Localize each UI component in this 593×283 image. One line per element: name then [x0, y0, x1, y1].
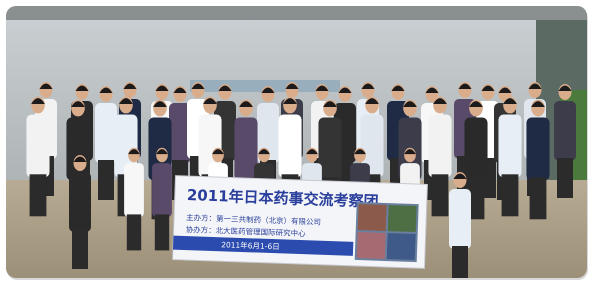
collage-photo	[387, 233, 416, 260]
roof-edge	[6, 6, 587, 20]
person-body	[69, 172, 91, 232]
person-body	[278, 114, 301, 177]
person-legs	[127, 214, 141, 250]
person-body	[464, 117, 487, 180]
collage-photo	[357, 232, 386, 259]
person-body	[234, 117, 257, 180]
person-legs	[452, 246, 468, 283]
person-body	[26, 114, 49, 177]
person-body	[526, 117, 549, 180]
person-legs	[530, 177, 547, 219]
photo-frame: 2011年日本药事交流考察团 主办方：第一三共制药（北京）有限公司 协办方：北大…	[0, 0, 593, 283]
banner-date: 2011年6月1-6日	[221, 239, 280, 251]
person-legs	[502, 174, 519, 216]
collage-photo	[388, 205, 417, 232]
person-legs	[557, 158, 573, 198]
person-body	[66, 117, 89, 180]
person-body	[318, 117, 341, 180]
person-body	[124, 163, 144, 217]
person-body	[152, 163, 172, 217]
person-body	[449, 189, 471, 249]
collage-photo	[358, 204, 387, 231]
person-legs	[155, 214, 169, 250]
person-legs	[30, 174, 47, 216]
group-photo: 2011年日本药事交流考察团 主办方：第一三共制药（北京）有限公司 协办方：北大…	[0, 0, 593, 283]
person-legs	[72, 229, 88, 269]
person-body	[95, 103, 117, 163]
person-legs	[98, 160, 114, 200]
person-body	[554, 101, 576, 161]
person-body	[428, 114, 451, 177]
person-body	[498, 114, 521, 177]
page: 2011年日本药事交流考察团 主办方：第一三共制药（北京）有限公司 协办方：北大…	[0, 0, 593, 283]
person-legs	[432, 174, 449, 216]
banner: 2011年日本药事交流考察团 主办方：第一三共制药（北京）有限公司 协办方：北大…	[173, 176, 428, 269]
